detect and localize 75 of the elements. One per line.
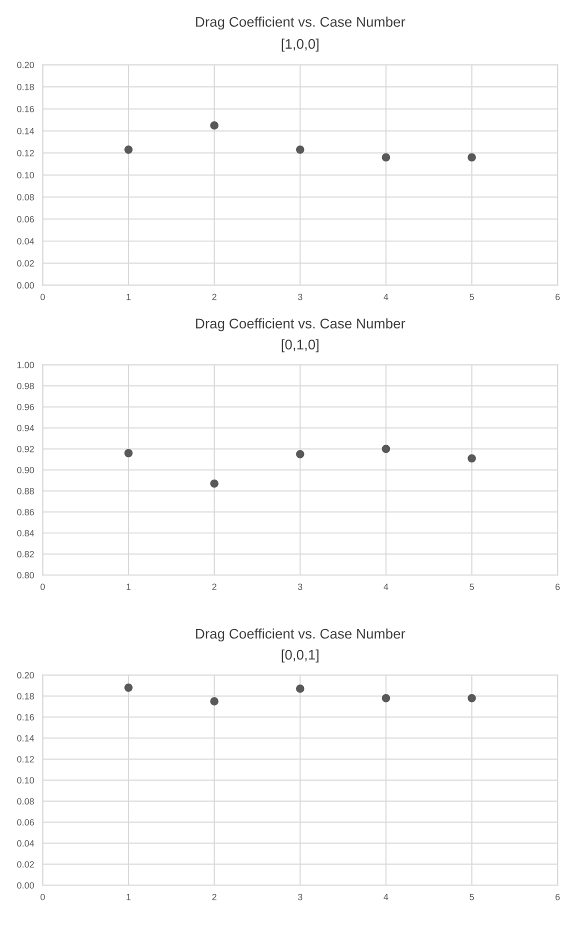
x-tick-label: 3 bbox=[298, 894, 302, 900]
point bbox=[382, 153, 390, 162]
point bbox=[296, 684, 304, 693]
x-tick-label: 2 bbox=[212, 584, 216, 590]
x-tick-label: 1 bbox=[126, 584, 131, 590]
point bbox=[296, 450, 304, 458]
y-tick-label: 0.90 bbox=[17, 466, 34, 474]
y-tick-label: 0.00 bbox=[17, 282, 34, 289]
y-tick-label: 0.18 bbox=[17, 693, 34, 700]
point bbox=[468, 153, 476, 162]
y-tick-label: 0.16 bbox=[17, 106, 34, 112]
x-tick-label: 2 bbox=[212, 894, 216, 900]
x-tick-label: 6 bbox=[556, 294, 560, 300]
y-tick-label: 0.02 bbox=[17, 861, 34, 868]
y-tick-label: 0.06 bbox=[17, 819, 34, 826]
chart-title: Drag Coefficient vs. Case Number bbox=[196, 318, 406, 332]
y-tick-label: 0.08 bbox=[17, 194, 34, 200]
chart-subtitle: [1,0,0] bbox=[282, 38, 318, 52]
y-tick-label: 0.84 bbox=[17, 530, 34, 536]
y-tick-label: 0.96 bbox=[17, 404, 34, 410]
point bbox=[468, 694, 476, 702]
y-tick-label: 0.98 bbox=[17, 382, 34, 390]
y-tick-label: 0.02 bbox=[17, 260, 34, 267]
x-tick-label: 5 bbox=[470, 584, 474, 590]
x-tick-label: 2 bbox=[212, 294, 216, 300]
y-tick-label: 0.04 bbox=[17, 840, 34, 847]
x-tick-label: 5 bbox=[470, 294, 474, 300]
x-tick-label: 4 bbox=[384, 584, 388, 590]
y-tick-label: 0.08 bbox=[17, 798, 34, 805]
y-tick-label: 0.80 bbox=[17, 572, 34, 578]
x-tick-label: 0 bbox=[40, 294, 45, 300]
y-tick-label: 0.12 bbox=[17, 756, 34, 762]
point bbox=[210, 479, 218, 488]
point bbox=[296, 146, 304, 154]
y-tick-label: 0.16 bbox=[17, 714, 34, 720]
x-tick-label: 3 bbox=[298, 294, 302, 300]
y-tick-label: 0.14 bbox=[17, 735, 34, 742]
x-tick-label: 0 bbox=[40, 894, 45, 900]
chart-subtitle: [0,1,0] bbox=[282, 339, 318, 352]
point bbox=[468, 454, 476, 463]
x-tick-label: 1 bbox=[126, 894, 131, 900]
chart-title: Drag Coefficient vs. Case Number bbox=[196, 16, 406, 30]
y-tick-label: 0.86 bbox=[17, 508, 34, 516]
point bbox=[210, 121, 218, 130]
point bbox=[124, 448, 133, 458]
chart-title: Drag Coefficient vs. Case Number bbox=[196, 628, 406, 642]
y-tick-label: 0.14 bbox=[17, 128, 34, 134]
x-tick-label: 4 bbox=[384, 294, 388, 300]
y-tick-label: 0.10 bbox=[17, 172, 34, 178]
x-tick-label: 6 bbox=[556, 894, 560, 900]
point bbox=[124, 146, 133, 154]
chart-subtitle: [0,0,1] bbox=[282, 649, 318, 662]
y-tick-label: 0.18 bbox=[17, 84, 34, 90]
point bbox=[382, 444, 390, 454]
x-tick-label: 1 bbox=[126, 294, 131, 300]
x-tick-label: 3 bbox=[298, 584, 302, 590]
x-tick-label: 4 bbox=[384, 894, 388, 900]
x-tick-label: 6 bbox=[556, 584, 560, 590]
y-tick-label: 0.20 bbox=[17, 672, 34, 678]
y-tick-label: 0.00 bbox=[17, 882, 34, 889]
y-tick-label: 0.94 bbox=[17, 424, 34, 432]
y-tick-label: 0.88 bbox=[17, 488, 34, 494]
y-tick-label: 0.10 bbox=[17, 777, 34, 784]
point bbox=[210, 697, 218, 706]
y-tick-label: 0.82 bbox=[17, 550, 34, 558]
y-tick-label: 0.20 bbox=[17, 62, 34, 68]
y-tick-label: 0.06 bbox=[17, 216, 34, 222]
point bbox=[124, 684, 133, 692]
y-tick-label: 0.92 bbox=[17, 446, 34, 452]
y-tick-label: 0.12 bbox=[17, 150, 34, 156]
point bbox=[382, 694, 390, 702]
y-tick-label: 0.04 bbox=[17, 238, 34, 244]
x-tick-label: 0 bbox=[40, 584, 45, 590]
x-tick-label: 5 bbox=[470, 894, 474, 900]
y-tick-label: 1.00 bbox=[17, 362, 34, 368]
